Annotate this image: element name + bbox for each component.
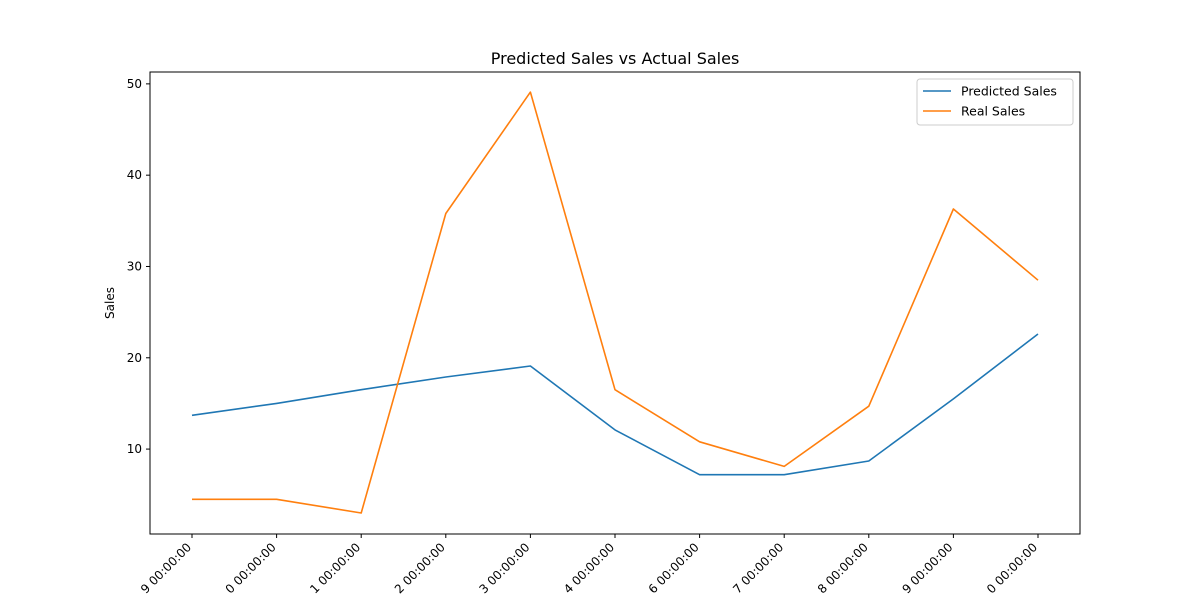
series-layer	[191, 91, 1039, 514]
x-tick-label: 6 00:00:00	[646, 540, 702, 596]
x-tick-label: 9 00:00:00	[138, 540, 194, 596]
plot-frame	[149, 71, 1081, 535]
legend: Predicted Sales Real Sales	[916, 78, 1074, 126]
legend-label: Real Sales	[961, 104, 1025, 119]
x-axis-ticks: 9 00:00:00 0 00:00:00 1 00:00:00 2 00:00:00…	[138, 534, 1040, 596]
y-tick-label: 30	[127, 259, 142, 273]
x-tick-label: 0 00:00:00	[223, 540, 279, 596]
x-tick-label: 7 00:00:00	[730, 540, 786, 596]
x-tick-label: 8 00:00:00	[815, 540, 871, 596]
y-tick-label: 50	[127, 77, 142, 91]
x-tick-label: 3 00:00:00	[476, 540, 532, 596]
x-tick-label: 4 00:00:00	[561, 540, 617, 596]
y-tick-label: 40	[127, 168, 142, 182]
x-tick-label: 9 00:00:00	[899, 540, 955, 596]
series-line-real-sales	[192, 91, 1039, 514]
y-axis-ticks: 10 20 30 40 50	[127, 77, 150, 456]
legend-box	[916, 78, 1074, 126]
x-tick-label: 2 00:00:00	[392, 540, 448, 596]
series-line-predicted-sales	[191, 333, 1039, 476]
y-tick-label: 20	[127, 351, 142, 365]
y-axis-label: Sales	[103, 287, 117, 319]
chart-title: Predicted Sales vs Actual Sales	[491, 49, 740, 68]
x-tick-label: 1 00:00:00	[307, 540, 363, 596]
legend-label: Predicted Sales	[961, 84, 1057, 99]
x-tick-label: 0 00:00:00	[984, 540, 1040, 596]
y-tick-label: 10	[127, 442, 142, 456]
